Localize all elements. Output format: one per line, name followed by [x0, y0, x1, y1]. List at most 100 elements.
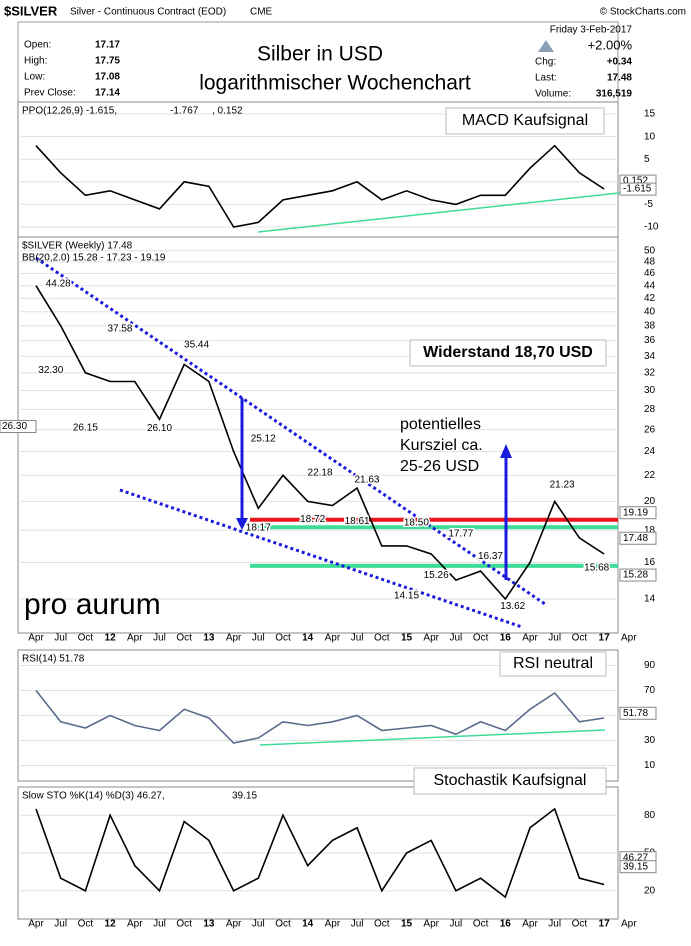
x-tick-label: Oct	[473, 633, 489, 644]
symbol: $SILVER	[4, 3, 58, 18]
field-label: High:	[24, 56, 47, 67]
field-value: 17.17	[95, 40, 120, 51]
price-label: 16.37	[478, 551, 503, 562]
value-label: 17.48	[623, 533, 648, 544]
field-label: Chg:	[535, 57, 556, 68]
value-label: 19.19	[623, 507, 648, 518]
x-tick-label: Jul	[351, 633, 364, 644]
x-tick-label: Jul	[548, 919, 561, 930]
x-tick-label: Jul	[252, 633, 265, 644]
x-tick-label: Jul	[153, 633, 166, 644]
exchange: CME	[250, 7, 273, 18]
value-box	[0, 419, 37, 433]
y-tick-label: 5	[644, 154, 650, 165]
value-label: 51.78	[623, 708, 648, 719]
x-tick-label: 17	[599, 919, 611, 930]
field-label: Open:	[24, 40, 51, 51]
y-tick-label: 34	[644, 351, 656, 362]
price-label: 26.10	[147, 423, 172, 434]
x-tick-label: Apr	[423, 919, 439, 930]
x-tick-label: Oct	[473, 919, 489, 930]
y-tick-label: 10	[644, 760, 656, 771]
x-tick-label: Oct	[176, 919, 192, 930]
price-label: 18.50	[404, 517, 429, 528]
value-box	[619, 860, 657, 874]
field-value: 17.14	[95, 88, 120, 99]
rsi-note: RSI neutral	[513, 655, 593, 672]
annotation-box	[499, 651, 607, 677]
x-tick-label: 17	[599, 633, 611, 644]
sto-note: Stochastik Kaufsignal	[434, 772, 587, 789]
y-tick-label: 28	[644, 404, 656, 415]
x-tick-label: 12	[105, 633, 117, 644]
x-tick-label: Oct	[275, 633, 291, 644]
y-tick-label: 20	[644, 496, 656, 507]
value-box	[619, 568, 657, 582]
field-value: 17.08	[95, 72, 120, 83]
field-value: 17.48	[607, 73, 632, 84]
annotation-box	[413, 767, 607, 795]
field-value: +0.34	[607, 57, 633, 68]
y-tick-label: 42	[644, 293, 656, 304]
downtrend-lower	[119, 488, 523, 629]
y-tick-label: 16	[644, 557, 656, 568]
date: Friday 3-Feb-2017	[550, 25, 633, 36]
price-label: 32.30	[38, 365, 63, 376]
x-tick-label: Apr	[28, 633, 44, 644]
x-tick-label: Apr	[423, 633, 439, 644]
subtitle: logarithmischer Wochenchart	[199, 72, 471, 95]
price-label: 13.62	[500, 601, 525, 612]
field-label: Low:	[24, 72, 45, 83]
rsi-trend	[259, 729, 606, 746]
price-label: 35.44	[184, 340, 209, 351]
credit: © StockCharts.com	[600, 7, 686, 18]
x-tick-label: Oct	[176, 633, 192, 644]
x-tick-label: Apr	[28, 919, 44, 930]
price-label: 18.17	[246, 522, 271, 533]
x-tick-label: Apr	[621, 633, 637, 644]
y-tick-label: 30	[644, 735, 656, 746]
legend-text: -1.767	[170, 106, 199, 117]
price-label: 44.28	[46, 279, 71, 290]
y-tick-label: 32	[644, 367, 656, 378]
y-tick-label: 20	[644, 885, 656, 896]
field-label: Prev Close:	[24, 88, 76, 99]
x-tick-label: Oct	[374, 919, 390, 930]
price-label: 25.12	[251, 434, 276, 445]
x-tick-label: 15	[401, 919, 413, 930]
value-box	[619, 706, 657, 720]
x-tick-label: Jul	[450, 919, 463, 930]
y-tick-label: 90	[644, 660, 656, 671]
y-tick-label: 15	[644, 109, 656, 120]
title: Silber in USD	[257, 43, 383, 66]
x-tick-label: Apr	[325, 633, 341, 644]
series-line	[35, 285, 605, 601]
y-tick-label: 46	[644, 268, 656, 279]
legend-text: PPO(12,26,9) -1.615,	[22, 106, 117, 117]
y-tick-label: 14	[644, 594, 656, 605]
y-tick-label: -5	[644, 199, 653, 210]
x-tick-label: Oct	[374, 633, 390, 644]
field-label: Last:	[535, 73, 557, 84]
x-tick-label: Oct	[572, 919, 588, 930]
price-label: 26.15	[73, 423, 98, 434]
x-tick-label: Apr	[127, 633, 143, 644]
field-value: 17.75	[95, 56, 120, 67]
x-tick-label: Apr	[226, 633, 242, 644]
value-box	[619, 182, 657, 196]
panel-frame	[17, 236, 619, 634]
macd-note: MACD Kaufsignal	[462, 112, 588, 129]
x-tick-label: Jul	[54, 919, 67, 930]
x-tick-label: Jul	[548, 633, 561, 644]
change-pct: +2.00%	[588, 37, 633, 52]
annotation-box	[445, 107, 605, 135]
price-label: 15.68	[584, 563, 609, 574]
x-tick-label: 16	[500, 919, 512, 930]
value-label: 0.152	[623, 176, 648, 187]
field-label: Volume:	[535, 89, 571, 100]
price-label: 18.72	[300, 514, 325, 525]
x-tick-label: 12	[105, 919, 117, 930]
x-tick-label: Apr	[522, 633, 538, 644]
legend-text: BB(20,2.0) 15.28 - 17.23 - 19.19	[22, 253, 166, 264]
